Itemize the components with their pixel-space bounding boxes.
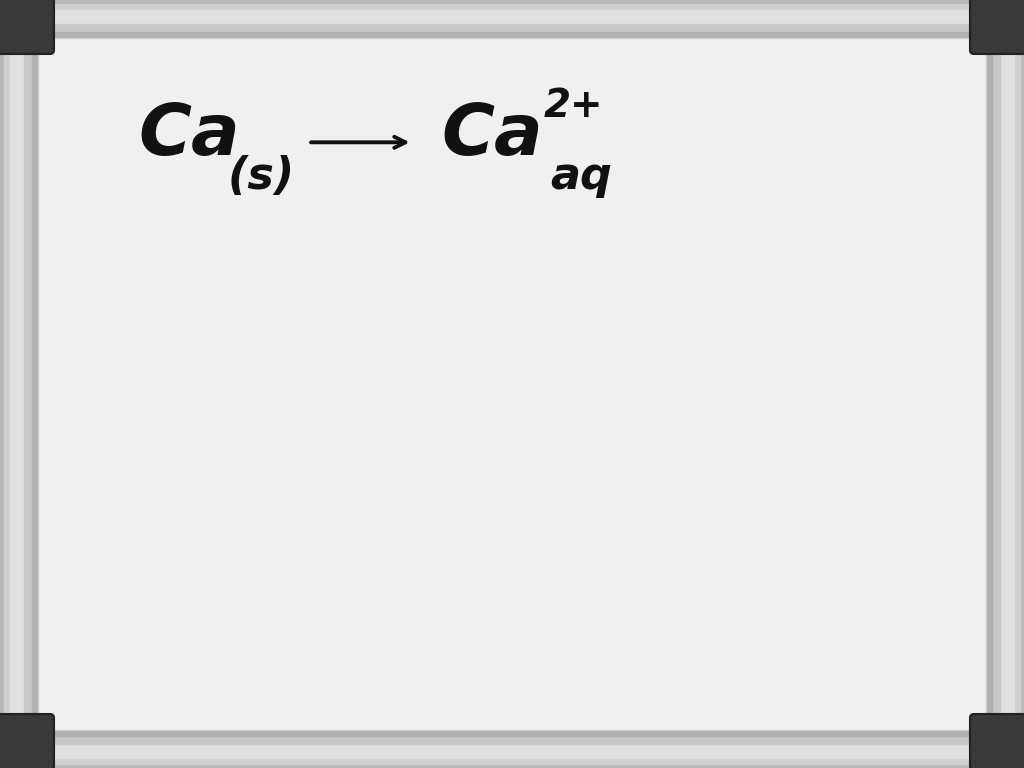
FancyBboxPatch shape xyxy=(0,714,54,768)
Text: 2+: 2+ xyxy=(544,87,603,125)
Text: (s): (s) xyxy=(228,154,295,197)
Text: aq: aq xyxy=(550,154,611,197)
Text: Ca: Ca xyxy=(441,101,543,170)
Text: Ca: Ca xyxy=(138,101,240,170)
FancyBboxPatch shape xyxy=(970,0,1024,54)
FancyBboxPatch shape xyxy=(970,714,1024,768)
FancyBboxPatch shape xyxy=(0,0,54,54)
